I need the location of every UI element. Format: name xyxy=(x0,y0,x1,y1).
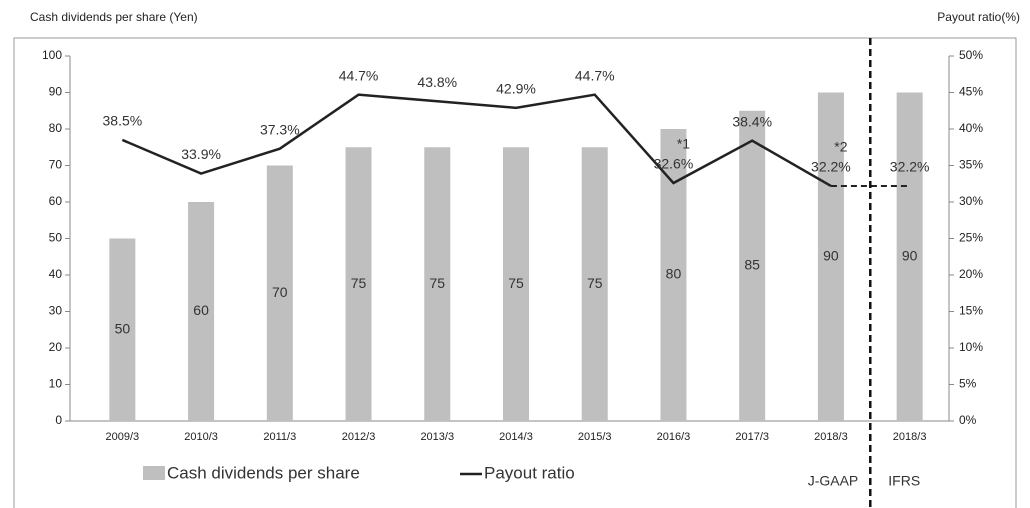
bar xyxy=(345,147,372,421)
bar xyxy=(503,147,529,421)
x-tick-label: 2018/3 xyxy=(814,431,848,443)
legend-swatch xyxy=(143,466,165,480)
y2-tick-label: 25% xyxy=(959,231,983,245)
section-label: IFRS xyxy=(888,473,920,489)
bar-label: 80 xyxy=(666,266,682,282)
y-tick-label: 80 xyxy=(49,121,63,135)
legend-label: Payout ratio xyxy=(484,463,575,482)
bar-label: 90 xyxy=(902,247,918,263)
x-tick-label: 2010/3 xyxy=(184,431,218,443)
y2-tick-label: 35% xyxy=(959,158,983,172)
y2-tick-label: 45% xyxy=(959,85,983,99)
section-label: J-GAAP xyxy=(808,473,859,489)
line-label: 37.3% xyxy=(260,121,300,137)
annotation: *2 xyxy=(834,139,847,155)
x-tick-label: 2012/3 xyxy=(342,431,376,443)
y2-tick-label: 10% xyxy=(959,340,983,354)
line-label: 43.8% xyxy=(417,74,457,90)
y-tick-label: 60 xyxy=(49,194,63,208)
bar-label: 70 xyxy=(272,284,288,300)
bar-label: 60 xyxy=(193,302,209,318)
y2-tick-label: 40% xyxy=(959,121,983,135)
x-tick-label: 2014/3 xyxy=(499,431,533,443)
x-tick-label: 2015/3 xyxy=(578,431,612,443)
y-tick-label: 70 xyxy=(49,158,63,172)
bar-label: 75 xyxy=(429,275,445,291)
bar-label: 75 xyxy=(508,275,524,291)
chart-frame xyxy=(13,37,1017,508)
line-label: 38.5% xyxy=(103,113,143,129)
y2-tick-label: 20% xyxy=(959,267,983,281)
y2-tick-label: 30% xyxy=(959,194,983,208)
y2-tick-label: 5% xyxy=(959,377,977,391)
y-tick-label: 90 xyxy=(49,85,63,99)
y2-tick-label: 15% xyxy=(959,304,983,318)
line-label: 44.7% xyxy=(575,67,615,83)
y-tick-label: 40 xyxy=(49,267,63,281)
bar-label: 75 xyxy=(351,275,367,291)
line-label: 42.9% xyxy=(496,81,536,97)
line-label: 38.4% xyxy=(732,113,772,129)
x-tick-label: 2017/3 xyxy=(735,431,769,443)
line-label: 33.9% xyxy=(181,146,221,162)
x-tick-label: 2009/3 xyxy=(106,431,140,443)
bar-label: 90 xyxy=(823,247,839,263)
bar-label: 85 xyxy=(744,257,760,273)
y-tick-label: 30 xyxy=(49,304,63,318)
bar xyxy=(896,92,923,421)
bar xyxy=(739,110,766,421)
legend-label: Cash dividends per share xyxy=(167,463,360,482)
bar xyxy=(581,147,608,421)
y-tick-label: 20 xyxy=(49,340,63,354)
y2-axis-title: Payout ratio(%) xyxy=(937,10,1020,24)
bar xyxy=(817,92,844,421)
annotation: *1 xyxy=(677,136,690,152)
bar-label: 75 xyxy=(587,275,603,291)
line-label: 44.7% xyxy=(339,67,379,83)
y-tick-label: 10 xyxy=(49,377,63,391)
line xyxy=(121,93,832,188)
x-tick-label: 2018/3 xyxy=(893,431,927,443)
bar xyxy=(109,238,136,421)
x-tick-label: 2016/3 xyxy=(657,431,691,443)
line-label: 32.2% xyxy=(811,159,851,175)
y-tick-label: 0 xyxy=(55,413,62,427)
y2-tick-label: 50% xyxy=(959,48,983,62)
y2-tick-label: 0% xyxy=(959,413,977,427)
y-axis-title: Cash dividends per share (Yen) xyxy=(30,10,198,24)
line-label: 32.6% xyxy=(654,156,694,172)
x-tick-label: 2011/3 xyxy=(263,431,296,443)
bar xyxy=(188,202,215,421)
y-tick-label: 50 xyxy=(49,231,63,245)
x-tick-label: 2013/3 xyxy=(420,431,454,443)
y-tick-label: 100 xyxy=(42,48,62,62)
line-label: 32.2% xyxy=(890,159,930,175)
bar xyxy=(266,165,293,421)
bar-label: 50 xyxy=(115,320,131,336)
bar xyxy=(424,147,451,421)
